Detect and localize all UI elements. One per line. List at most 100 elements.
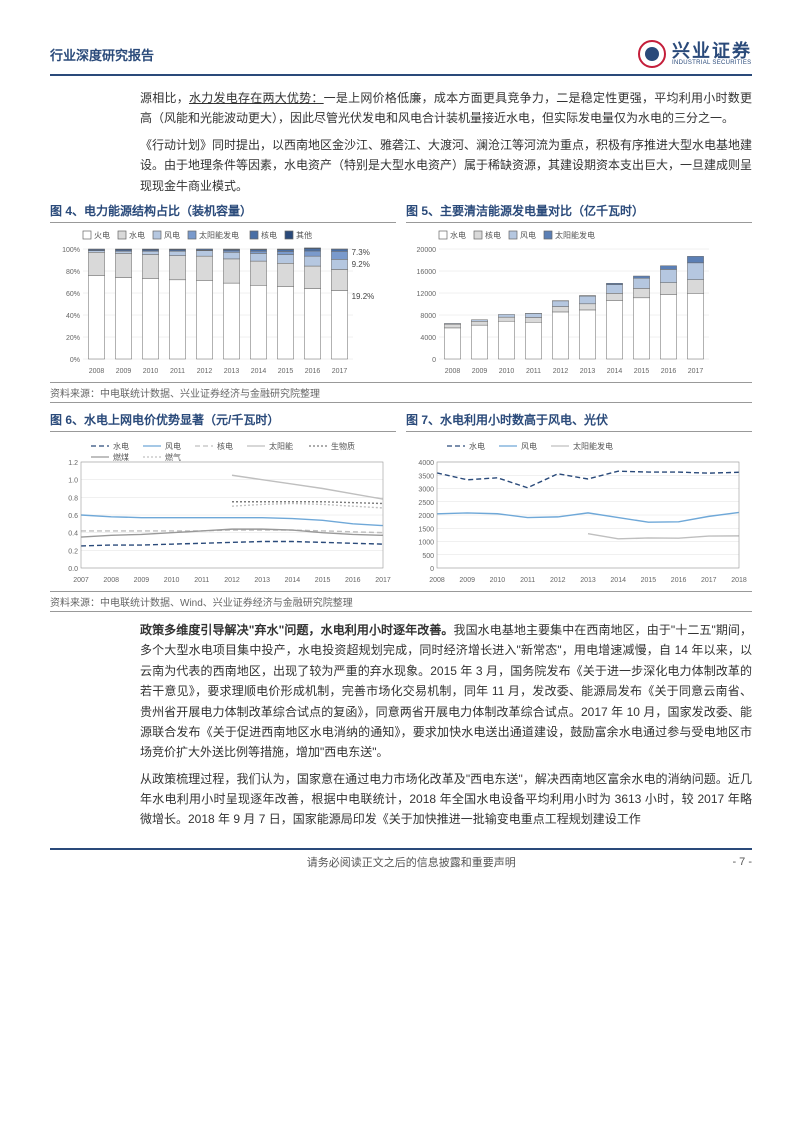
svg-text:19.2%: 19.2% — [352, 292, 375, 301]
svg-text:2012: 2012 — [197, 368, 213, 375]
svg-text:100%: 100% — [62, 247, 80, 254]
svg-text:0.8: 0.8 — [68, 495, 78, 502]
svg-text:0: 0 — [432, 357, 436, 364]
paragraph-2: 《行动计划》同时提出，以西南地区金沙江、雅砻江、大渡河、澜沧江等河流为重点，积极… — [50, 135, 752, 196]
svg-text:1500: 1500 — [418, 526, 434, 533]
svg-text:1.0: 1.0 — [68, 478, 78, 485]
svg-text:2011: 2011 — [170, 368, 185, 375]
svg-text:8000: 8000 — [420, 313, 436, 320]
svg-text:燃煤: 燃煤 — [113, 452, 129, 462]
svg-text:风电: 风电 — [164, 230, 180, 240]
svg-text:2008: 2008 — [429, 577, 445, 584]
svg-text:2018: 2018 — [731, 577, 747, 584]
svg-text:0.0: 0.0 — [68, 566, 78, 573]
svg-text:2010: 2010 — [143, 368, 159, 375]
svg-text:16000: 16000 — [417, 269, 437, 276]
svg-text:2014: 2014 — [251, 368, 267, 375]
svg-text:2017: 2017 — [375, 577, 391, 584]
source-2: 资料来源：中电联统计数据、Wind、兴业证券经济与金融研究院整理 — [50, 591, 752, 612]
paragraph-3: 政策多维度引导解决"弃水"问题，水电利用小时逐年改善。我国水电基地主要集中在西南… — [50, 620, 752, 763]
svg-text:2015: 2015 — [278, 368, 294, 375]
svg-text:0: 0 — [430, 566, 434, 573]
svg-text:1.2: 1.2 — [68, 460, 78, 467]
chart6-svg: 水电风电核电太阳能生物质燃煤燃气0.00.20.40.60.81.01.2200… — [50, 436, 396, 586]
svg-text:1000: 1000 — [418, 539, 434, 546]
chart5-title: 图 5、主要清洁能源发电量对比（亿千瓦时） — [406, 202, 752, 223]
svg-text:2013: 2013 — [580, 368, 596, 375]
svg-text:60%: 60% — [66, 291, 80, 298]
chart4-svg: 火电水电风电太阳能发电核电其他0%20%40%60%80%100%2008200… — [50, 227, 396, 377]
svg-text:2015: 2015 — [634, 368, 650, 375]
svg-text:太阳能: 太阳能 — [269, 441, 293, 451]
svg-text:2007: 2007 — [73, 577, 89, 584]
svg-text:0.6: 0.6 — [68, 513, 78, 520]
svg-text:2009: 2009 — [459, 577, 475, 584]
chart7-svg: 水电风电太阳能发电0500100015002000250030003500400… — [406, 436, 752, 586]
svg-text:2013: 2013 — [224, 368, 240, 375]
svg-text:太阳能发电: 太阳能发电 — [555, 230, 595, 240]
paragraph-1: 源相比，水力发电存在两大优势：一是上网价格低廉，成本方面更具竞争力，二是稳定性更… — [50, 88, 752, 129]
svg-text:燃气: 燃气 — [165, 452, 181, 462]
svg-text:2016: 2016 — [305, 368, 321, 375]
logo-cn: 兴业证券 — [672, 42, 752, 60]
svg-text:2008: 2008 — [103, 577, 119, 584]
paragraph-4: 从政策梳理过程，我们认为，国家意在通过电力市场化改革及"西电东送"，解决西南地区… — [50, 769, 752, 830]
svg-text:500: 500 — [422, 553, 434, 560]
svg-text:2008: 2008 — [445, 368, 461, 375]
page-header: 行业深度研究报告 兴业证券 INDUSTRIAL SECURITIES — [50, 40, 752, 76]
svg-text:水电: 水电 — [450, 230, 466, 240]
svg-text:生物质: 生物质 — [331, 441, 355, 451]
chart7-title: 图 7、水电利用小时数高于风电、光伏 — [406, 411, 752, 432]
svg-text:2017: 2017 — [332, 368, 348, 375]
svg-text:太阳能发电: 太阳能发电 — [199, 230, 239, 240]
svg-text:2011: 2011 — [526, 368, 541, 375]
svg-text:20%: 20% — [66, 335, 80, 342]
svg-text:2012: 2012 — [553, 368, 569, 375]
svg-text:9.2%: 9.2% — [352, 260, 370, 269]
svg-text:风电: 风电 — [520, 230, 536, 240]
svg-text:20000: 20000 — [417, 247, 437, 254]
svg-text:3000: 3000 — [418, 486, 434, 493]
svg-text:2009: 2009 — [134, 577, 150, 584]
svg-text:核电: 核电 — [217, 441, 233, 451]
svg-text:4000: 4000 — [420, 335, 436, 342]
svg-text:3500: 3500 — [418, 473, 434, 480]
svg-text:2016: 2016 — [661, 368, 677, 375]
svg-text:风电: 风电 — [521, 441, 537, 451]
chart5-svg: 水电 核电 风电 太阳能发电 0 4000 8000 12000 16000 20000 2008 2… — [406, 227, 752, 377]
company-logo: 兴业证券 INDUSTRIAL SECURITIES — [638, 40, 752, 68]
chart4-title: 图 4、电力能源结构占比（装机容量） — [50, 202, 396, 223]
svg-text:4000: 4000 — [418, 460, 434, 467]
footer-disclaimer: 请务必阅读正文之后的信息披露和重要声明 — [90, 854, 732, 870]
source-1: 资料来源：中电联统计数据、兴业证券经济与金融研究院整理 — [50, 382, 752, 403]
svg-text:核电: 核电 — [485, 230, 501, 240]
svg-text:2011: 2011 — [520, 577, 535, 584]
svg-text:2014: 2014 — [610, 577, 626, 584]
svg-text:2013: 2013 — [254, 577, 270, 584]
svg-text:7.3%: 7.3% — [352, 248, 370, 257]
svg-text:2015: 2015 — [315, 577, 331, 584]
svg-text:2016: 2016 — [671, 577, 687, 584]
svg-text:风电: 风电 — [165, 441, 181, 451]
page-footer: 请务必阅读正文之后的信息披露和重要声明 - 7 - — [50, 848, 752, 870]
svg-text:火电: 火电 — [94, 230, 110, 240]
svg-text:2009: 2009 — [116, 368, 132, 375]
svg-text:2009: 2009 — [472, 368, 488, 375]
svg-text:80%: 80% — [66, 269, 80, 276]
svg-text:2008: 2008 — [89, 368, 105, 375]
svg-text:太阳能发电: 太阳能发电 — [573, 441, 613, 451]
svg-text:2016: 2016 — [345, 577, 361, 584]
svg-text:0.2: 0.2 — [68, 548, 78, 555]
svg-text:2017: 2017 — [701, 577, 717, 584]
svg-text:2010: 2010 — [164, 577, 180, 584]
svg-text:2015: 2015 — [641, 577, 657, 584]
svg-text:2014: 2014 — [285, 577, 301, 584]
svg-text:水电: 水电 — [469, 441, 485, 451]
svg-text:12000: 12000 — [417, 291, 437, 298]
svg-text:2010: 2010 — [499, 368, 515, 375]
svg-text:2011: 2011 — [194, 577, 209, 584]
svg-text:2012: 2012 — [550, 577, 566, 584]
logo-en: INDUSTRIAL SECURITIES — [672, 60, 752, 66]
svg-text:2013: 2013 — [580, 577, 596, 584]
logo-icon — [638, 40, 666, 68]
